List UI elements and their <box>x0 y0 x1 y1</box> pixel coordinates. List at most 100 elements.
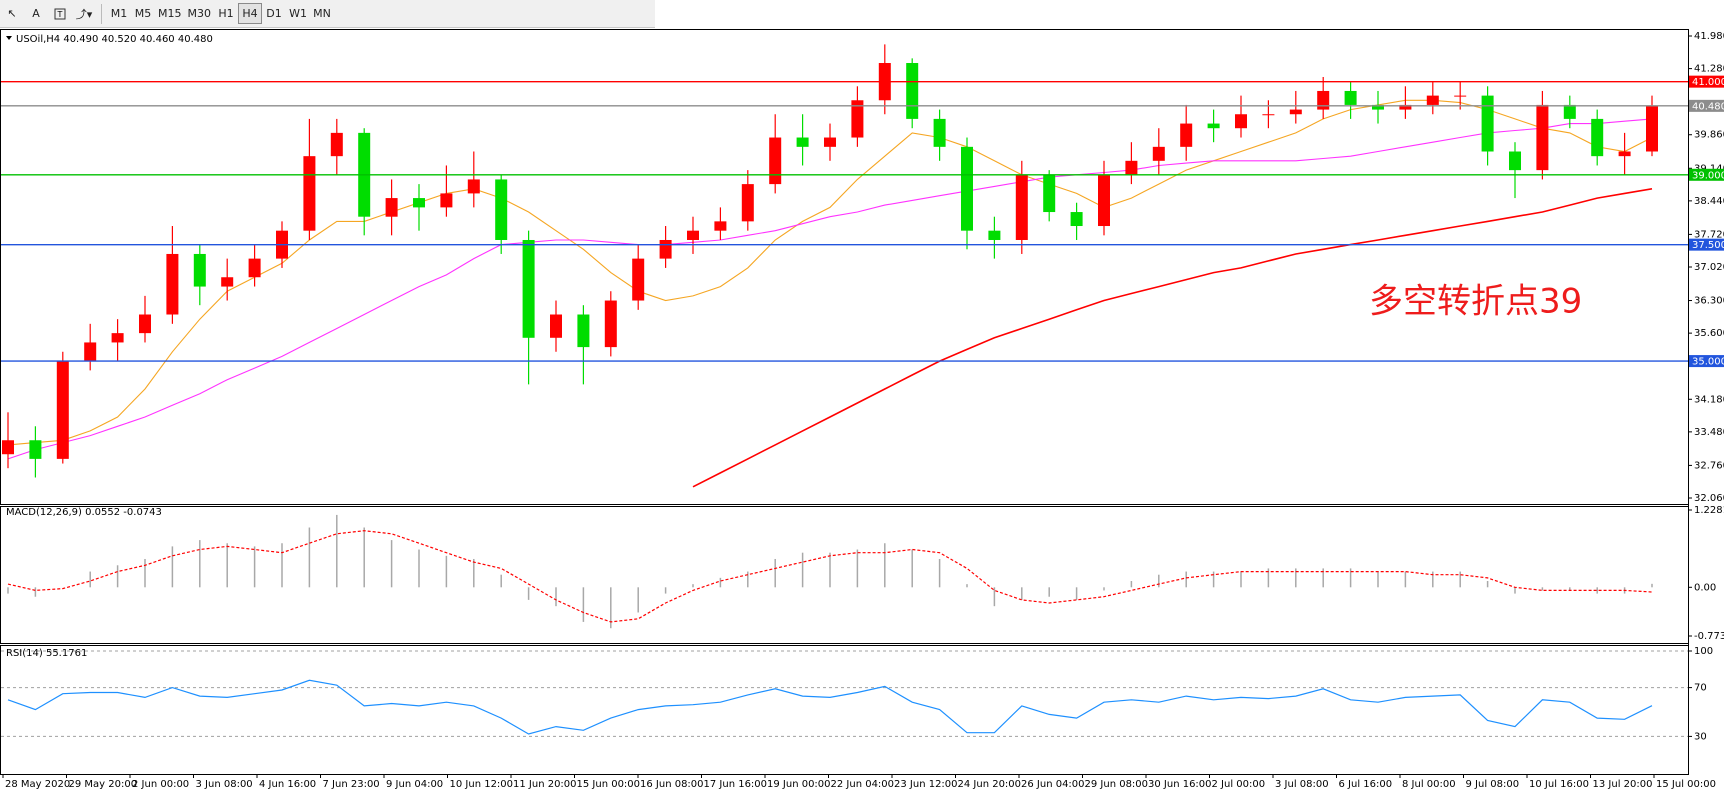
rsi-line <box>7 679 1653 735</box>
y-tick-label: 70 <box>1694 683 1707 694</box>
separator <box>101 3 102 24</box>
candle-body <box>1289 109 1302 115</box>
label-tool[interactable]: T <box>48 3 72 24</box>
candle-body <box>139 314 151 334</box>
candle-body <box>330 132 343 157</box>
chart-title: USOil,H4 40.490 40.520 40.460 40.480 <box>16 34 213 45</box>
candle-body <box>1509 151 1521 171</box>
timeframe-button[interactable]: M15 <box>158 7 182 20</box>
title-arrow <box>6 36 12 40</box>
candle-body <box>1207 123 1220 129</box>
y-tick-label: 39.860 <box>1694 130 1724 141</box>
y-tick-label: 38.440 <box>1694 196 1724 207</box>
candle-body <box>1015 174 1028 240</box>
candle-body <box>1098 174 1110 227</box>
cursor-tool[interactable]: ↖ <box>7 7 17 20</box>
price-level-label: 35.000 <box>1692 357 1724 368</box>
text-tool[interactable]: A <box>32 7 40 20</box>
candle-body <box>29 440 42 459</box>
y-tick-label: 36.300 <box>1694 296 1724 307</box>
timeframe-button[interactable]: M5 <box>134 7 152 20</box>
candle-body <box>1426 95 1439 105</box>
candle-body <box>84 342 97 362</box>
y-tick-label: 37.720 <box>1694 229 1724 240</box>
candle-body <box>550 314 562 338</box>
candle-body <box>303 156 316 231</box>
x-tick-label: 28 May 2020 <box>5 779 70 790</box>
candle-body <box>961 146 973 231</box>
candle-body <box>906 63 919 119</box>
candle-body <box>440 193 453 208</box>
y-tick-label: 100 <box>1694 646 1713 657</box>
y-tick-label: 33.480 <box>1694 427 1724 438</box>
price-level-box <box>1689 355 1724 368</box>
price-level-box <box>1689 99 1724 112</box>
timeframe-button[interactable]: H4 <box>238 3 262 24</box>
timeframe-button[interactable]: MN <box>313 7 331 20</box>
x-tick-label: 26 Jun 04:00 <box>1021 779 1085 790</box>
panel-frame <box>0 506 1689 644</box>
candle-body <box>1043 174 1056 213</box>
candle-body <box>1481 95 1494 152</box>
timeframe-button[interactable]: D1 <box>266 7 282 20</box>
x-tick-label: 9 Jul 08:00 <box>1466 779 1520 790</box>
x-tick-label: 19 Jun 00:00 <box>767 779 831 790</box>
x-tick-label: 16 Jun 08:00 <box>640 779 704 790</box>
svg-text:T: T <box>57 10 63 19</box>
x-tick-label: 11 Jun 20:00 <box>513 779 577 790</box>
x-tick-label: 8 Jul 00:00 <box>1402 779 1456 790</box>
arrows-tool[interactable]: ⤴▾ <box>75 7 93 21</box>
candle-body <box>741 184 754 222</box>
y-tick-label: 1.2281 <box>1694 505 1724 516</box>
candle-body <box>111 333 124 343</box>
x-tick-label: 15 Jul 00:00 <box>1656 779 1716 790</box>
candle-body <box>248 258 261 278</box>
candle-body <box>1262 114 1275 116</box>
price-level-box <box>1689 75 1724 88</box>
candle-body <box>769 137 782 185</box>
candle-body <box>851 100 864 138</box>
candle-body <box>221 277 234 287</box>
x-tick-label: 10 Jun 12:00 <box>450 779 514 790</box>
candle-body <box>1180 123 1193 147</box>
timeframe-button[interactable]: W1 <box>289 7 307 20</box>
candle-body <box>687 230 699 240</box>
label-icon: T <box>54 8 66 19</box>
y-tick-label: 37.020 <box>1694 262 1724 273</box>
candle-body <box>1125 160 1138 175</box>
timeframe-button[interactable]: H1 <box>218 7 234 20</box>
x-tick-label: 9 Jun 04:00 <box>386 779 443 790</box>
y-tick-label: 32.060 <box>1694 493 1724 504</box>
candle-body <box>467 179 480 194</box>
candle-body <box>1646 105 1658 152</box>
candle-body <box>495 179 508 240</box>
price-level-label: 39.000 <box>1692 170 1724 181</box>
timeframe-button[interactable]: M1 <box>110 7 128 20</box>
candle-body <box>1372 104 1384 110</box>
candle-body <box>193 253 206 287</box>
candle-body <box>824 137 836 147</box>
toolbar: ↖ A T ⤴▾ M1 M5 M15 M30 H1 H4 D1 W1 MN <box>0 0 655 28</box>
timeframes: M1 M5 M15 M30 H1 H4 D1 W1 MN <box>107 3 334 24</box>
candle-body <box>56 361 69 459</box>
x-tick-label: 29 May 20:00 <box>69 779 138 790</box>
candle-body <box>522 239 535 338</box>
signal-line <box>7 530 1653 623</box>
candle-body <box>1317 90 1330 110</box>
candle-body <box>714 221 727 231</box>
moving-average <box>692 188 1653 488</box>
candle-body <box>2 440 14 455</box>
x-tick-label: 6 Jul 16:00 <box>1339 779 1393 790</box>
indicator-title: MACD(12,26,9) 0.0552 -0.0743 <box>6 507 162 518</box>
price-level-box <box>1689 168 1724 181</box>
timeframe-button[interactable]: M30 <box>187 7 212 20</box>
x-tick-label: 7 Jun 23:00 <box>323 779 380 790</box>
y-tick-label: 32.760 <box>1694 460 1724 471</box>
x-tick-label: 2 Jun 00:00 <box>132 779 189 790</box>
candle-body <box>1235 114 1247 129</box>
price-level-label: 37.500 <box>1692 240 1724 251</box>
candle-body <box>1344 90 1357 105</box>
x-tick-label: 2 Jul 00:00 <box>1212 779 1266 790</box>
